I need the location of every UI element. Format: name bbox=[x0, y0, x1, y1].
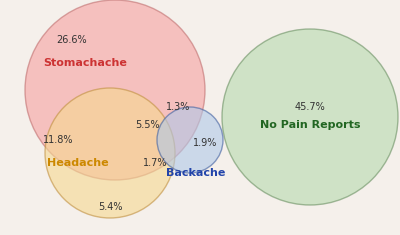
Circle shape bbox=[45, 88, 175, 218]
Text: 11.8%: 11.8% bbox=[43, 135, 73, 145]
Text: 5.4%: 5.4% bbox=[98, 202, 122, 212]
Text: No Pain Reports: No Pain Reports bbox=[260, 120, 360, 130]
Circle shape bbox=[157, 107, 223, 173]
Text: Backache: Backache bbox=[166, 168, 226, 178]
Text: 5.5%: 5.5% bbox=[136, 120, 160, 130]
Text: Headache: Headache bbox=[47, 158, 109, 168]
Circle shape bbox=[25, 0, 205, 180]
Text: 45.7%: 45.7% bbox=[295, 102, 325, 112]
Circle shape bbox=[222, 29, 398, 205]
Text: Stomachache: Stomachache bbox=[43, 58, 127, 68]
Text: 26.6%: 26.6% bbox=[57, 35, 87, 45]
Text: 1.7%: 1.7% bbox=[143, 158, 167, 168]
Text: 1.3%: 1.3% bbox=[166, 102, 190, 112]
Text: 1.9%: 1.9% bbox=[193, 138, 217, 148]
